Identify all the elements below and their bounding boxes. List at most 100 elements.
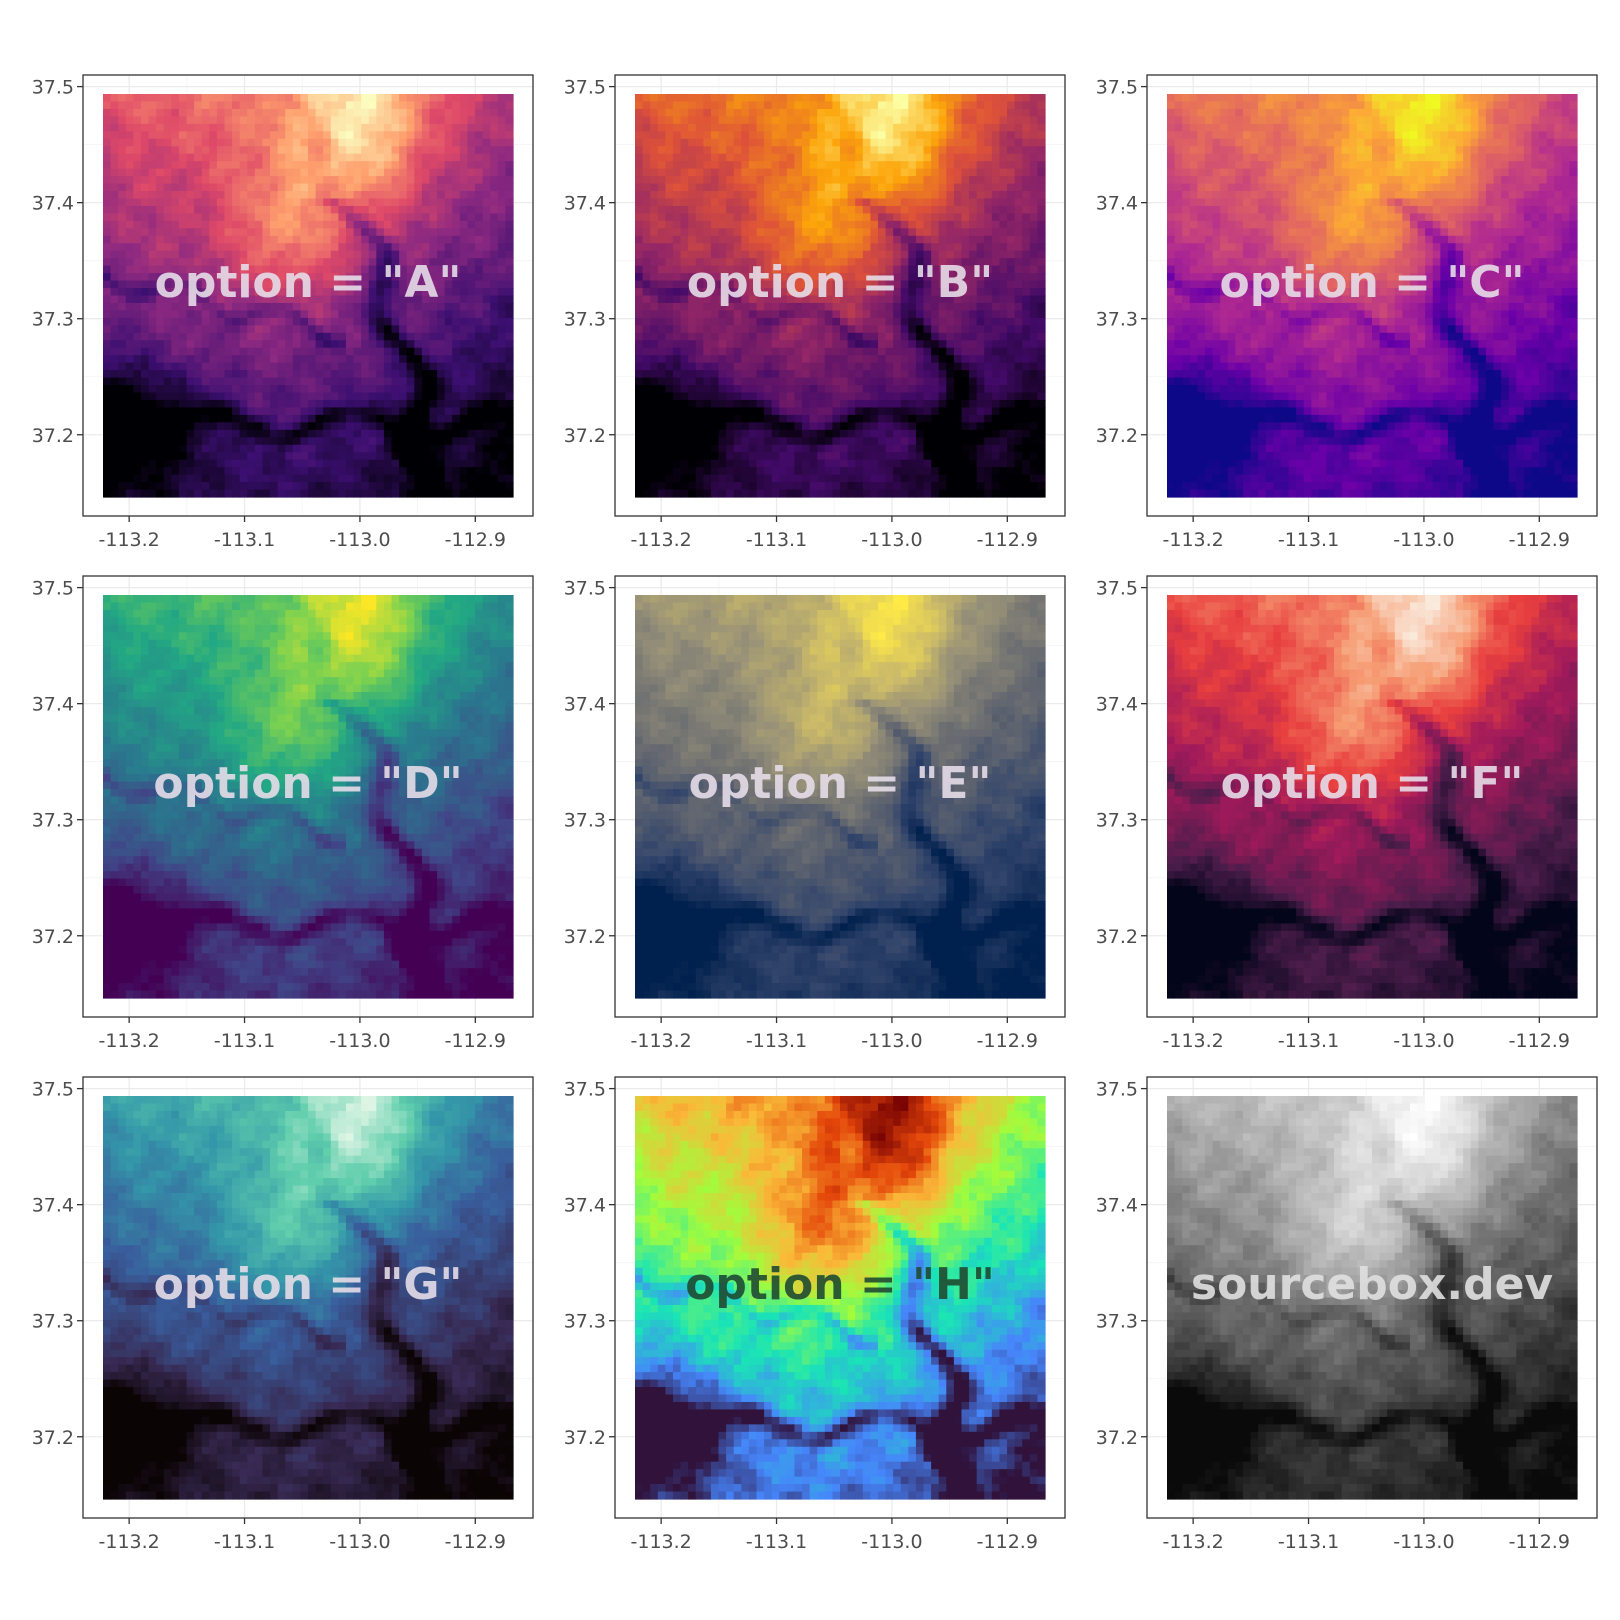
raster-cell [421, 265, 431, 274]
raster-cell [178, 191, 188, 200]
raster-cell [209, 399, 218, 409]
raster-cell [710, 295, 720, 304]
raster-cell [201, 444, 210, 453]
raster-cell [429, 355, 438, 364]
raster-cell [224, 452, 233, 461]
raster-cell [444, 437, 453, 446]
raster-cell [756, 131, 765, 140]
raster-cell [118, 407, 127, 416]
raster-cell [726, 161, 735, 170]
raster-cell [353, 444, 362, 453]
raster-cell [110, 123, 119, 132]
raster-cell [224, 444, 233, 453]
raster-cell [893, 220, 902, 229]
raster-cell [201, 340, 210, 349]
raster-cell [733, 265, 742, 274]
raster-cell [103, 123, 112, 132]
raster-cell [877, 243, 887, 252]
raster-cell [194, 108, 203, 117]
raster-cell [490, 265, 499, 274]
raster-cell [832, 168, 841, 177]
raster-cell [201, 437, 210, 446]
raster-cell [156, 340, 165, 349]
raster-cell [103, 198, 112, 207]
raster-cell [969, 213, 978, 222]
raster-cell [216, 422, 226, 431]
raster-cell [969, 168, 978, 177]
raster-cell [459, 191, 469, 200]
raster-cell [414, 437, 423, 446]
raster-cell [931, 168, 940, 177]
raster-cell [847, 138, 856, 147]
raster-cell [171, 459, 180, 468]
raster-cell [308, 302, 317, 312]
raster-cell [505, 452, 514, 461]
raster-cell [459, 437, 469, 446]
raster-cell [163, 220, 172, 229]
raster-cell [984, 295, 993, 304]
raster-cell [444, 153, 453, 162]
raster-cell [710, 168, 720, 177]
raster-cell [900, 288, 909, 297]
raster-cell [361, 146, 370, 155]
raster-cell [1029, 131, 1038, 140]
raster-cell [497, 302, 506, 312]
raster-cell [414, 213, 423, 222]
raster-cell [247, 153, 256, 162]
raster-cell [467, 317, 476, 326]
raster-cell [969, 288, 978, 297]
raster-cell [870, 228, 879, 237]
raster-cell [1037, 176, 1046, 185]
raster-cell [125, 422, 134, 431]
raster-cell [133, 414, 142, 423]
raster-cell [353, 131, 362, 140]
raster-cell [635, 250, 644, 259]
raster-cell [976, 325, 985, 334]
raster-cell [140, 355, 150, 364]
raster-cell [262, 191, 271, 200]
raster-cell [1007, 131, 1016, 140]
raster-cell [361, 161, 370, 170]
raster-cell [414, 265, 423, 274]
raster-cell [209, 392, 218, 401]
raster-cell [171, 280, 180, 289]
raster-cell [946, 228, 955, 237]
raster-cell [771, 288, 780, 297]
raster-cell [809, 250, 818, 259]
raster-cell [741, 273, 750, 282]
raster-cell [809, 310, 818, 319]
raster-cell [733, 347, 742, 356]
raster-cell [194, 302, 203, 312]
raster-cell [1037, 131, 1046, 140]
raster-cell [353, 235, 362, 244]
raster-cell [125, 138, 134, 147]
raster-cell [133, 198, 142, 207]
raster-cell [292, 191, 301, 200]
raster-cell [1022, 94, 1031, 103]
raster-cell [270, 407, 279, 416]
raster-cell [680, 243, 689, 252]
raster-cell [224, 265, 233, 274]
raster-cell [186, 422, 195, 431]
raster-cell [786, 332, 796, 341]
raster-cell [475, 302, 484, 312]
raster-cell [695, 94, 704, 103]
raster-cell [802, 116, 811, 125]
raster-cell [239, 168, 248, 177]
raster-cell [915, 362, 925, 371]
raster-cell [467, 407, 476, 416]
raster-cell [672, 280, 682, 289]
raster-cell [125, 437, 134, 446]
raster-cell [103, 392, 112, 401]
raster-cell [194, 258, 203, 267]
raster-cell [802, 288, 811, 297]
raster-cell [315, 392, 324, 401]
raster-cell [148, 467, 157, 476]
raster-cell [353, 94, 362, 103]
raster-cell [467, 258, 476, 267]
raster-cell [133, 138, 142, 147]
raster-cell [391, 198, 400, 207]
raster-cell [262, 250, 271, 259]
raster-cell [482, 138, 491, 147]
y-tick-label: 37.5 [32, 77, 74, 99]
